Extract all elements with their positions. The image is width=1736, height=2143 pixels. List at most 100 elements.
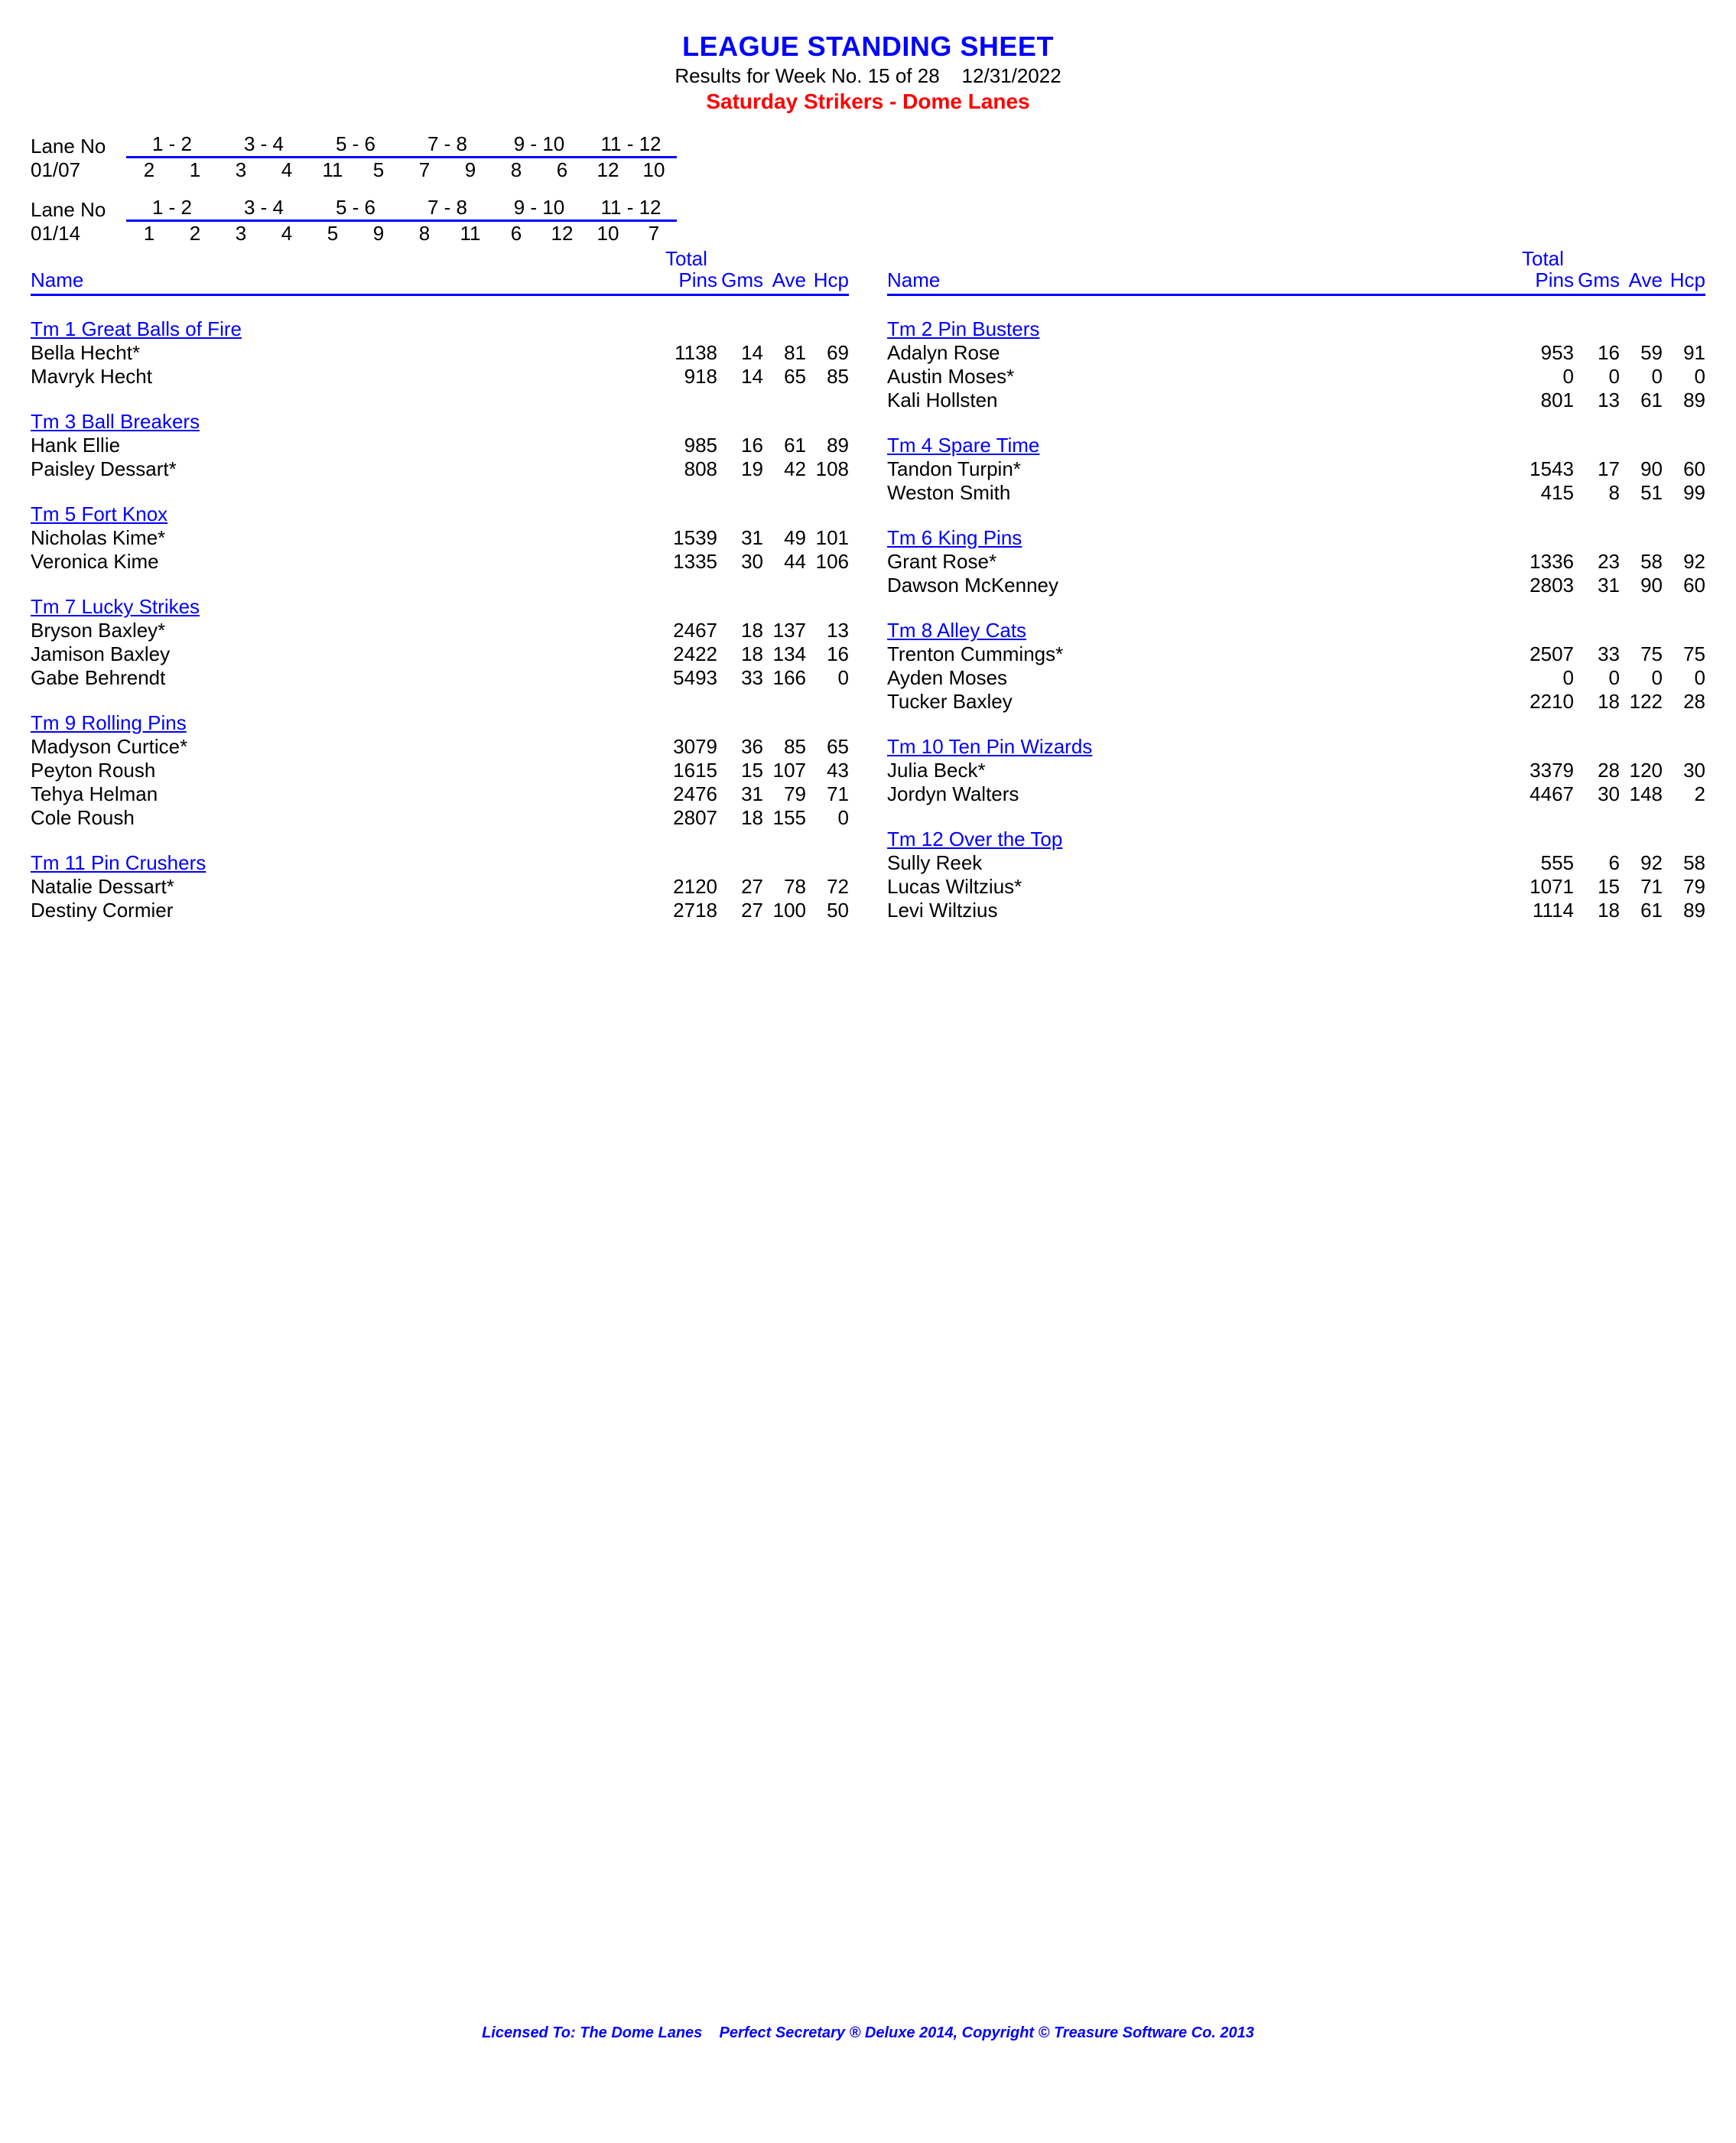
player-pins: 1071 xyxy=(1514,875,1574,899)
player-pins: 4467 xyxy=(1514,782,1574,806)
player-hcp: 60 xyxy=(1663,574,1705,597)
team-name: Tm 11 Pin Crushers xyxy=(31,851,849,875)
player-gms: 27 xyxy=(717,875,763,899)
player-pins: 953 xyxy=(1514,341,1574,365)
player-pins: 2718 xyxy=(658,899,717,922)
player-pins: 1543 xyxy=(1514,457,1574,481)
player-hcp: 89 xyxy=(806,434,849,457)
team-block: Tm 8 Alley CatsTrenton Cummings*25073375… xyxy=(887,619,1705,714)
player-row: Adalyn Rose953165991 xyxy=(887,341,1705,365)
lane-team-pair: 115 xyxy=(310,158,401,182)
team-block: Tm 5 Fort KnoxNicholas Kime*15393149101V… xyxy=(31,502,849,574)
player-row: Weston Smith41585199 xyxy=(887,481,1705,505)
player-hcp: 89 xyxy=(1663,899,1705,922)
player-gms: 19 xyxy=(717,457,763,481)
player-ave: 107 xyxy=(763,759,806,782)
team-block: Tm 9 Rolling PinsMadyson Curtice*3079368… xyxy=(31,711,849,830)
player-name: Bella Hecht* xyxy=(31,341,658,365)
player-hcp: 101 xyxy=(806,526,849,550)
player-gms: 27 xyxy=(717,899,763,922)
col-header-total: Total xyxy=(665,247,707,271)
player-name: Dawson McKenney xyxy=(887,574,1514,597)
col-header-hcp: Hcp xyxy=(1663,268,1705,292)
player-name: Lucas Wiltzius* xyxy=(887,875,1514,899)
lane-pair-header: 1 - 2 xyxy=(126,196,218,220)
player-row: Paisley Dessart*8081942108 xyxy=(31,457,849,481)
player-ave: 100 xyxy=(763,899,806,922)
col-header-ave: Ave xyxy=(763,268,806,292)
team-name: Tm 6 King Pins xyxy=(887,526,1705,550)
lane-team-pair: 34 xyxy=(218,222,310,246)
lane-pair-header: 7 - 8 xyxy=(401,132,493,156)
player-hcp: 0 xyxy=(806,666,849,690)
player-name: Sully Reek xyxy=(887,851,1514,875)
player-row: Lucas Wiltzius*1071157179 xyxy=(887,875,1705,899)
player-row: Tandon Turpin*1543179060 xyxy=(887,457,1705,481)
player-hcp: 0 xyxy=(1663,666,1705,690)
player-name: Mavryk Hecht xyxy=(31,365,658,389)
lane-team-pair: 34 xyxy=(218,158,310,182)
lane-team-pair: 107 xyxy=(585,222,677,246)
team-block: Tm 7 Lucky StrikesBryson Baxley*24671813… xyxy=(31,595,849,690)
team-name: Tm 5 Fort Knox xyxy=(31,502,849,526)
player-pins: 918 xyxy=(658,365,717,389)
player-ave: 71 xyxy=(1620,875,1663,899)
player-pins: 1336 xyxy=(1514,550,1574,574)
player-hcp: 16 xyxy=(806,642,849,666)
player-ave: 85 xyxy=(763,735,806,759)
player-hcp: 13 xyxy=(806,619,849,642)
lane-no-label: Lane No xyxy=(31,198,126,222)
player-name: Tucker Baxley xyxy=(887,690,1514,714)
standings-right-column: NameTotalPinsGmsAveHcpTm 2 Pin BustersAd… xyxy=(887,268,1705,922)
player-gms: 16 xyxy=(717,434,763,457)
player-pins: 555 xyxy=(1514,851,1574,875)
team-name: Tm 3 Ball Breakers xyxy=(31,410,849,434)
player-pins: 2467 xyxy=(658,619,717,642)
player-row: Sully Reek55569258 xyxy=(887,851,1705,875)
player-name: Ayden Moses xyxy=(887,666,1514,690)
player-gms: 16 xyxy=(1574,341,1620,365)
player-name: Paisley Dessart* xyxy=(31,457,658,481)
player-ave: 137 xyxy=(763,619,806,642)
player-row: Gabe Behrendt5493331660 xyxy=(31,666,849,690)
player-row: Kali Hollsten801136189 xyxy=(887,389,1705,412)
player-hcp: 28 xyxy=(1663,690,1705,714)
player-hcp: 72 xyxy=(806,875,849,899)
player-ave: 155 xyxy=(763,806,806,830)
player-row: Tucker Baxley22101812228 xyxy=(887,690,1705,714)
player-pins: 801 xyxy=(1514,389,1574,412)
player-gms: 15 xyxy=(717,759,763,782)
team-block: Tm 10 Ten Pin WizardsJulia Beck*33792812… xyxy=(887,735,1705,806)
player-ave: 81 xyxy=(763,341,806,365)
player-ave: 0 xyxy=(1620,365,1663,389)
lane-team-pair: 86 xyxy=(493,158,585,182)
player-hcp: 91 xyxy=(1663,341,1705,365)
player-pins: 0 xyxy=(1514,666,1574,690)
player-gms: 17 xyxy=(1574,457,1620,481)
lane-team-pair: 21 xyxy=(126,158,218,182)
player-ave: 78 xyxy=(763,875,806,899)
team-name: Tm 8 Alley Cats xyxy=(887,619,1705,642)
league-name: Saturday Strikers - Dome Lanes xyxy=(31,89,1705,114)
lane-team-pair: 12 xyxy=(126,222,218,246)
player-row: Dawson McKenney2803319060 xyxy=(887,574,1705,597)
player-row: Grant Rose*1336235892 xyxy=(887,550,1705,574)
player-row: Veronica Kime13353044106 xyxy=(31,550,849,574)
player-hcp: 30 xyxy=(1663,759,1705,782)
col-header-name: Name xyxy=(31,268,658,296)
col-header-name: Name xyxy=(887,268,1514,296)
player-hcp: 69 xyxy=(806,341,849,365)
player-pins: 2807 xyxy=(658,806,717,830)
player-row: Jordyn Walters4467301482 xyxy=(887,782,1705,806)
player-name: Grant Rose* xyxy=(887,550,1514,574)
player-ave: 122 xyxy=(1620,690,1663,714)
lane-pair-header: 5 - 6 xyxy=(310,196,401,220)
player-hcp: 0 xyxy=(806,806,849,830)
col-header-total: Total xyxy=(1522,247,1564,271)
footer-text: Licensed To: The Dome Lanes Perfect Secr… xyxy=(0,2024,1736,2042)
lane-team-pair: 612 xyxy=(493,222,585,246)
player-pins: 1335 xyxy=(658,550,717,574)
player-row: Cole Roush2807181550 xyxy=(31,806,849,830)
col-header-hcp: Hcp xyxy=(806,268,849,292)
player-row: Mavryk Hecht918146585 xyxy=(31,365,849,389)
